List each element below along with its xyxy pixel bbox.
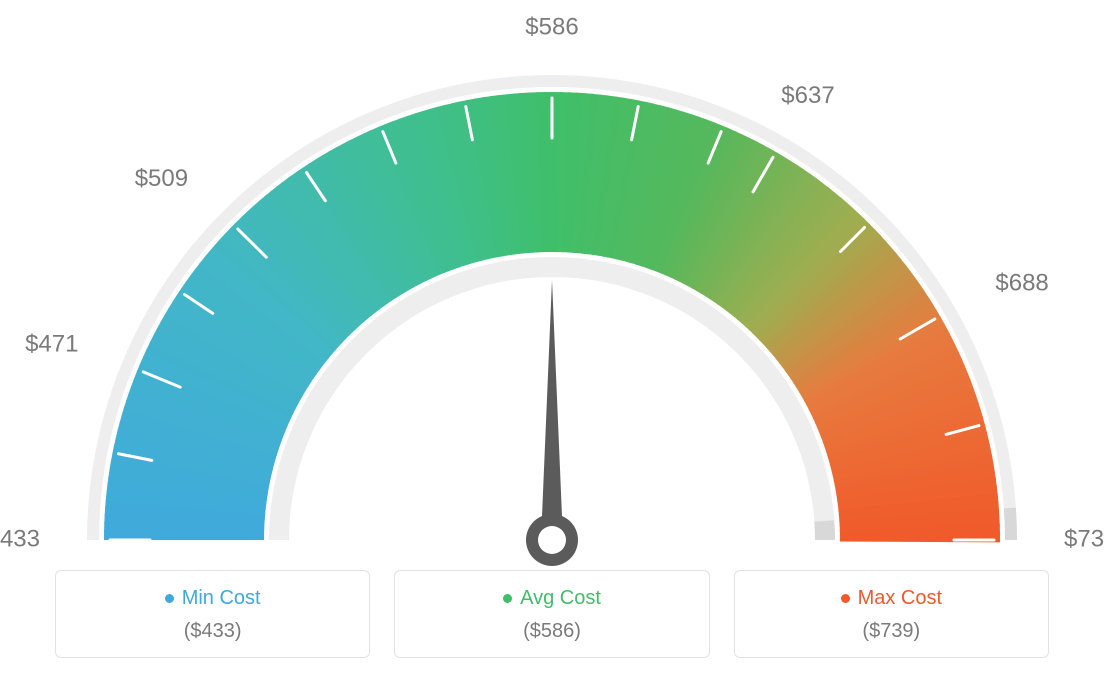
svg-text:$688: $688 [995,269,1048,296]
svg-text:$586: $586 [525,13,578,40]
dot-icon [165,594,174,603]
legend-title-max: Max Cost [841,587,942,610]
gauge-svg: $433 $471 $509 $586 $637 $688 $739 [0,0,1104,580]
legend-card-avg: Avg Cost ($586) [394,570,709,658]
legend-card-min: Min Cost ($433) [55,570,370,658]
legend-row: Min Cost ($433) Avg Cost ($586) Max Cost… [55,570,1049,658]
svg-text:$471: $471 [25,331,78,358]
legend-label-avg: Avg Cost [520,587,601,610]
dot-icon [503,594,512,603]
legend-label-min: Min Cost [182,587,261,610]
legend-label-max: Max Cost [858,587,942,610]
legend-value-min: ($433) [66,620,359,643]
cost-gauge-chart: $433 $471 $509 $586 $637 $688 $739 Min Cost ($… [0,0,1104,690]
dot-icon [841,594,850,603]
legend-title-avg: Avg Cost [503,587,601,610]
svg-text:$509: $509 [135,165,188,192]
gauge-area: $433 $471 $509 $586 $637 $688 $739 [0,0,1104,560]
legend-title-min: Min Cost [165,587,261,610]
svg-text:$433: $433 [0,525,40,552]
legend-value-max: ($739) [745,620,1038,643]
legend-value-avg: ($586) [405,620,698,643]
legend-card-max: Max Cost ($739) [734,570,1049,658]
svg-text:$637: $637 [781,82,834,109]
svg-text:$739: $739 [1064,525,1104,552]
